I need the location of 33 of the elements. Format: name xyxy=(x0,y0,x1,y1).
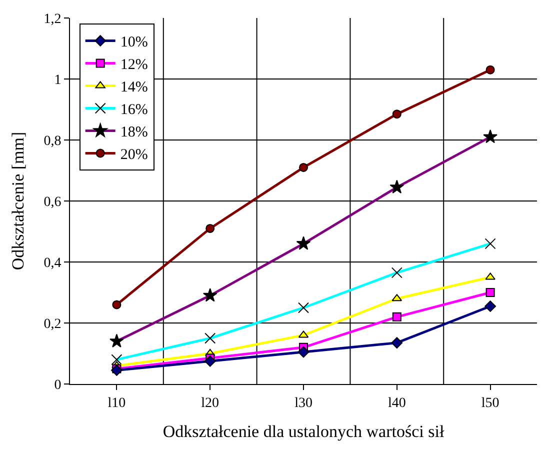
y-tick-label: 0,2 xyxy=(44,316,62,332)
point xyxy=(391,337,403,349)
legend-label: 16% xyxy=(120,102,148,118)
point xyxy=(486,65,495,74)
y-axis-title: Odkształcenie [mm] xyxy=(8,132,28,270)
point xyxy=(486,288,495,297)
x-tick-label: l50 xyxy=(481,396,500,411)
legend-label: 12% xyxy=(120,57,148,74)
x-tick-label: l40 xyxy=(388,396,406,411)
point xyxy=(392,110,402,119)
x-axis-title: Odkształcenie dla ustalonych wartości sił xyxy=(162,422,444,442)
legend-label: 10% xyxy=(120,34,148,51)
legend-label: 20% xyxy=(120,147,148,164)
legend-label: 14% xyxy=(120,80,148,96)
y-tick-label: 0,8 xyxy=(44,134,62,149)
x-tick-label: l10 xyxy=(108,396,126,411)
y-tick-label: 0 xyxy=(54,378,62,393)
y-tick-label: 0,4 xyxy=(44,256,62,271)
point xyxy=(299,162,308,172)
y-tick-label: 0,6 xyxy=(44,194,62,210)
y-tick-label: 1,2 xyxy=(44,12,62,27)
point xyxy=(298,346,310,358)
y-tick-label: 1 xyxy=(54,72,62,88)
legend-label: 18% xyxy=(120,124,148,141)
point xyxy=(112,300,122,310)
point xyxy=(485,272,496,280)
point xyxy=(392,312,402,322)
point xyxy=(484,300,496,312)
point xyxy=(204,355,216,367)
point xyxy=(206,224,215,233)
point xyxy=(111,364,122,376)
x-tick-label: l30 xyxy=(294,396,312,411)
x-tick-label: l20 xyxy=(201,396,220,411)
